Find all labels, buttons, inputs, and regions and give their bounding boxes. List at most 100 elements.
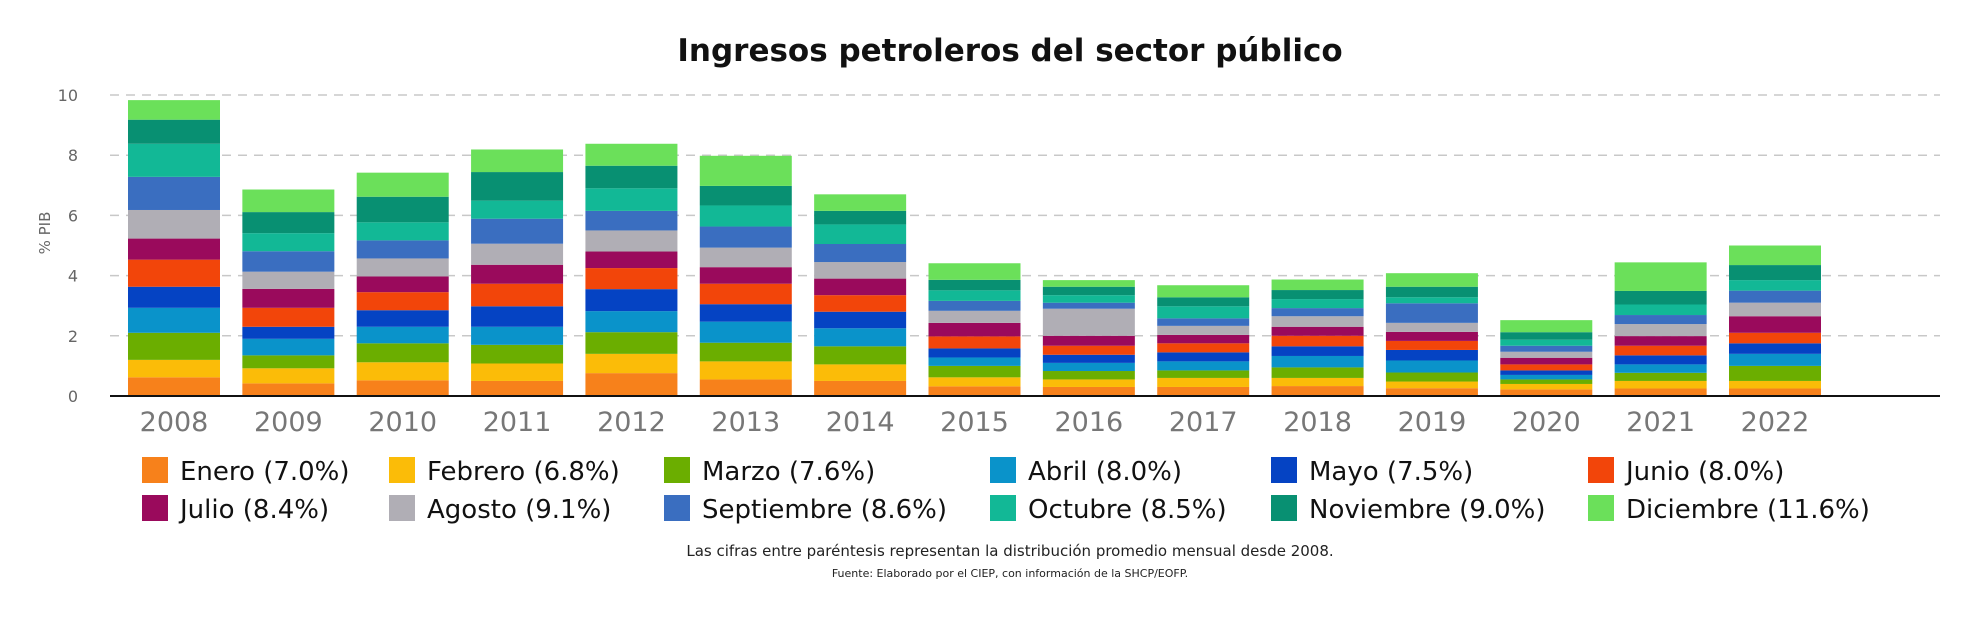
bar-segment[interactable]: [242, 212, 334, 233]
bar-segment[interactable]: [357, 343, 449, 362]
bar-segment[interactable]: [1615, 364, 1707, 372]
bar-segment[interactable]: [1043, 303, 1135, 309]
bar-segment[interactable]: [1272, 346, 1364, 356]
bar-segment[interactable]: [700, 361, 792, 379]
bar-segment[interactable]: [700, 343, 792, 362]
bar-segment[interactable]: [929, 280, 1021, 291]
bar-segment[interactable]: [1729, 280, 1821, 291]
bar-segment[interactable]: [1729, 388, 1821, 396]
bar-segment[interactable]: [1043, 387, 1135, 396]
bar-segment[interactable]: [1615, 336, 1707, 346]
bar-segment[interactable]: [814, 244, 906, 262]
bar-segment[interactable]: [1272, 280, 1364, 291]
bar-segment[interactable]: [814, 364, 906, 381]
bar-segment[interactable]: [1157, 326, 1249, 335]
bar-segment[interactable]: [1729, 265, 1821, 280]
bar-segment[interactable]: [128, 287, 220, 308]
bar-segment[interactable]: [814, 312, 906, 329]
bar-segment[interactable]: [471, 345, 563, 364]
bar-segment[interactable]: [1043, 287, 1135, 295]
bar-segment[interactable]: [1386, 373, 1478, 382]
bar-segment[interactable]: [471, 201, 563, 219]
bar-segment[interactable]: [929, 366, 1021, 377]
bar-segment[interactable]: [471, 306, 563, 326]
bar-segment[interactable]: [814, 194, 906, 211]
bar-segment[interactable]: [1272, 356, 1364, 367]
bar-segment[interactable]: [1500, 379, 1592, 384]
bar-segment[interactable]: [1386, 332, 1478, 341]
bar-segment[interactable]: [814, 262, 906, 279]
bar-segment[interactable]: [700, 227, 792, 248]
bar-segment[interactable]: [1729, 291, 1821, 303]
bar-segment[interactable]: [471, 284, 563, 307]
bar-segment[interactable]: [700, 304, 792, 321]
bar-segment[interactable]: [1615, 381, 1707, 389]
bar-segment[interactable]: [1386, 388, 1478, 396]
bar-segment[interactable]: [1500, 364, 1592, 370]
bar-segment[interactable]: [585, 188, 677, 211]
bar-segment[interactable]: [1729, 316, 1821, 333]
bar-segment[interactable]: [357, 277, 449, 293]
bar-segment[interactable]: [1500, 320, 1592, 332]
bar-segment[interactable]: [128, 100, 220, 120]
bar-segment[interactable]: [471, 219, 563, 244]
bar-segment[interactable]: [1386, 341, 1478, 350]
bar-segment[interactable]: [1043, 309, 1135, 336]
bar-segment[interactable]: [1615, 388, 1707, 396]
bar-segment[interactable]: [1615, 304, 1707, 315]
bar-segment[interactable]: [357, 173, 449, 197]
bar-segment[interactable]: [700, 156, 792, 186]
bar-segment[interactable]: [128, 260, 220, 287]
bar-segment[interactable]: [585, 332, 677, 354]
bar-segment[interactable]: [929, 263, 1021, 280]
bar-segment[interactable]: [242, 272, 334, 289]
bar-segment[interactable]: [1615, 373, 1707, 381]
bar-segment[interactable]: [814, 381, 906, 396]
bar-segment[interactable]: [585, 252, 677, 269]
bar-segment[interactable]: [929, 311, 1021, 323]
bar-segment[interactable]: [1615, 315, 1707, 324]
bar-segment[interactable]: [1272, 378, 1364, 386]
bar-segment[interactable]: [1272, 316, 1364, 327]
bar-segment[interactable]: [1272, 386, 1364, 396]
bar-segment[interactable]: [1615, 355, 1707, 364]
bar-segment[interactable]: [1500, 352, 1592, 358]
bar-segment[interactable]: [1157, 352, 1249, 361]
bar-segment[interactable]: [929, 336, 1021, 348]
bar-segment[interactable]: [1272, 290, 1364, 299]
bar-segment[interactable]: [1157, 370, 1249, 378]
bar-segment[interactable]: [128, 210, 220, 239]
bar-segment[interactable]: [585, 289, 677, 311]
bar-segment[interactable]: [1615, 291, 1707, 305]
bar-segment[interactable]: [929, 386, 1021, 396]
bar-segment[interactable]: [1157, 297, 1249, 306]
bar-segment[interactable]: [1729, 303, 1821, 317]
bar-segment[interactable]: [929, 290, 1021, 301]
bar-segment[interactable]: [357, 310, 449, 327]
bar-segment[interactable]: [1157, 335, 1249, 343]
bar-segment[interactable]: [1729, 381, 1821, 389]
bar-segment[interactable]: [1272, 308, 1364, 316]
bar-segment[interactable]: [814, 295, 906, 312]
bar-segment[interactable]: [1157, 306, 1249, 318]
bar-segment[interactable]: [700, 379, 792, 396]
bar-segment[interactable]: [357, 258, 449, 276]
bar-segment[interactable]: [1386, 360, 1478, 372]
bar-segment[interactable]: [128, 144, 220, 177]
bar-segment[interactable]: [1615, 324, 1707, 336]
bar-segment[interactable]: [1729, 366, 1821, 381]
bar-segment[interactable]: [357, 222, 449, 240]
bar-segment[interactable]: [1386, 350, 1478, 361]
bar-segment[interactable]: [1272, 327, 1364, 336]
bar-segment[interactable]: [1500, 358, 1592, 365]
bar-segment[interactable]: [1615, 346, 1707, 356]
bar-segment[interactable]: [585, 144, 677, 166]
bar-segment[interactable]: [242, 383, 334, 396]
bar-segment[interactable]: [357, 240, 449, 258]
bar-segment[interactable]: [471, 327, 563, 345]
bar-segment[interactable]: [242, 289, 334, 308]
bar-segment[interactable]: [1043, 295, 1135, 303]
bar-segment[interactable]: [1729, 343, 1821, 354]
bar-segment[interactable]: [1500, 384, 1592, 389]
bar-segment[interactable]: [1500, 375, 1592, 380]
